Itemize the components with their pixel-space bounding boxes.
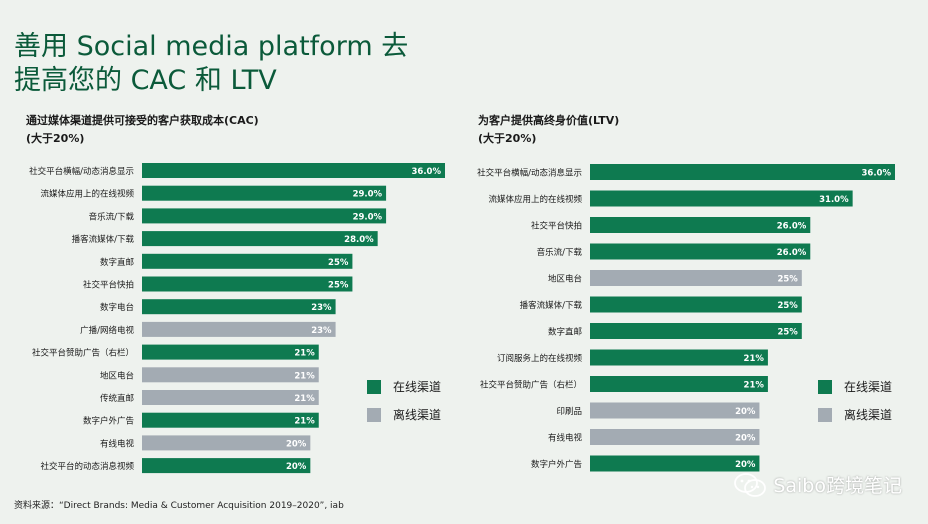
bar-offline: [142, 367, 319, 383]
bar-label: 音乐流/下载: [537, 247, 583, 258]
bar-label: 数字户外广告: [83, 416, 134, 427]
bar-value-label: 36.0%: [412, 167, 442, 177]
bar-online: [590, 243, 811, 260]
bar-label: 地区电台: [548, 274, 582, 285]
bar-value-label: 21%: [744, 354, 765, 364]
bar-label: 社交平台横幅/动态消息显示: [29, 166, 134, 177]
bar-value-label: 21%: [294, 394, 315, 404]
bar-label: 音乐流/下载: [89, 211, 135, 222]
bar-offline: [590, 429, 760, 445]
bar-online: [590, 296, 802, 313]
bar-offline: [142, 435, 311, 451]
bar-label: 流媒体应用上的在线视频: [488, 194, 582, 205]
bar-label: 社交平台赞助广告（右栏）: [480, 380, 582, 391]
bar-online: [142, 412, 319, 428]
bar-value-label: 25%: [777, 328, 798, 338]
bar-label: 播客流媒体/下载: [520, 300, 583, 311]
legend-label: 离线渠道: [844, 407, 892, 422]
bar-value-label: 29.0%: [353, 212, 383, 222]
bar-label: 传统直邮: [100, 393, 135, 404]
bar-label: 社交平台的动态消息视频: [40, 461, 134, 472]
bar-value-label: 36.0%: [862, 169, 892, 179]
bar-online: [590, 164, 895, 180]
page-title: 善用 Social media platform 去提高您的 CAC 和 LTV: [14, 31, 409, 96]
legend-swatch-online: [818, 380, 832, 394]
bar-value-label: 25%: [777, 275, 798, 285]
bar-value-label: 20%: [735, 460, 756, 470]
bar-online: [142, 163, 445, 178]
bar-offline: [142, 390, 319, 405]
bar-value-label: 21%: [294, 371, 315, 381]
bar-value-label: 20%: [735, 407, 756, 417]
legend-swatch-offline: [818, 408, 832, 422]
bar-online: [142, 231, 378, 247]
bar-offline: [590, 270, 802, 286]
bar-online: [590, 349, 768, 366]
bar-online: [590, 376, 768, 392]
bar-label: 社交平台快拍: [531, 221, 582, 232]
bar-value-label: 23%: [311, 326, 332, 336]
watermark: Saibo跨境笔记: [733, 471, 902, 498]
bar-online: [142, 299, 336, 315]
bar-label: 数字直邮: [100, 257, 135, 268]
bar-label: 地区电台: [100, 370, 134, 381]
legend-label: 离线渠道: [393, 407, 441, 422]
bar-online: [590, 455, 760, 472]
source-note: 资料来源：“Direct Brands: Media & Customer Ac…: [14, 501, 344, 511]
bar-label: 数字直邮: [548, 327, 583, 338]
bar-value-label: 31.0%: [819, 195, 849, 205]
watermark-text: Saibo跨境笔记: [773, 475, 902, 497]
bar-label: 社交平台赞助广告（右栏）: [32, 348, 134, 359]
bar-online: [142, 458, 311, 474]
bar-value-label: 20%: [735, 434, 756, 444]
chart-subtitle: (大于20%): [26, 131, 84, 145]
bar-label: 广播/网络电视: [80, 325, 134, 336]
bar-label: 有线电视: [100, 438, 135, 449]
bar-online: [590, 217, 811, 233]
chart-title: 为客户提供高终身价值(LTV): [478, 113, 619, 127]
bar-label: 社交平台快拍: [83, 280, 134, 291]
wechat-icon: [734, 472, 767, 497]
bar-value-label: 26.0%: [777, 248, 807, 258]
bar-label: 播客流媒体/下载: [72, 234, 135, 245]
bar-value-label: 25%: [328, 281, 349, 291]
bar-value-label: 25%: [777, 301, 798, 311]
bar-online: [590, 323, 802, 339]
bar-label: 订阅服务上的在线视频: [497, 353, 583, 364]
legend-swatch-offline: [367, 408, 381, 422]
bar-online: [142, 208, 387, 224]
bar-value-label: 28.0%: [344, 235, 374, 245]
legend-label: 在线渠道: [844, 380, 892, 394]
bar-value-label: 21%: [744, 381, 765, 391]
bar-label: 社交平台横幅/动态消息显示: [477, 168, 582, 179]
legend-label: 在线渠道: [393, 380, 441, 394]
bar-label: 有线电视: [548, 433, 583, 444]
bar-value-label: 23%: [311, 303, 332, 313]
bar-label: 数字电台: [100, 302, 134, 313]
bar-value-label: 20%: [286, 462, 307, 472]
bar-offline: [142, 321, 336, 337]
bar-online: [590, 190, 853, 207]
bar-offline: [590, 402, 760, 419]
bar-label: 印刷品: [556, 406, 582, 417]
bar-value-label: 25%: [328, 258, 349, 268]
bar-online: [142, 344, 319, 360]
bar-online: [142, 253, 353, 269]
bar-value-label: 20%: [286, 439, 307, 449]
bar-value-label: 21%: [294, 417, 315, 427]
bar-value-label: 26.0%: [777, 222, 807, 232]
bar-label: 数字户外广告: [531, 459, 582, 470]
legend-swatch-online: [367, 380, 381, 394]
chart-title: 通过媒体渠道提供可接受的客户获取成本(CAC): [26, 113, 259, 127]
bar-label: 流媒体应用上的在线视频: [40, 189, 134, 200]
bar-value-label: 29.0%: [353, 190, 383, 200]
chart-subtitle: (大于20%): [478, 131, 536, 145]
bar-value-label: 21%: [294, 349, 315, 359]
bar-online: [142, 276, 353, 292]
bar-online: [142, 185, 387, 201]
